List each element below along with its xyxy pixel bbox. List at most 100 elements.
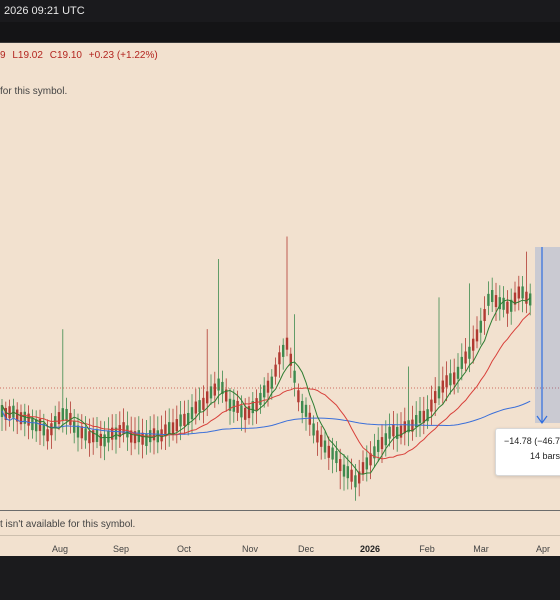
candle-body [38, 418, 42, 431]
toolbar-gap [0, 22, 560, 42]
candle-body [46, 429, 49, 442]
x-tick-nov: Nov [241, 544, 259, 554]
candle-body [365, 457, 368, 470]
candle-body [468, 346, 471, 359]
candle-body [4, 407, 7, 420]
ma-slow-line [1, 400, 531, 436]
candle-body [126, 425, 129, 438]
candle-body [202, 397, 205, 410]
candle-body [232, 399, 235, 412]
time-axis[interactable]: Aug Sep Oct Nov Dec 2026 Feb Mar Apr [0, 535, 560, 557]
candle-body [392, 424, 395, 437]
candle-body [426, 409, 429, 422]
candle-body [339, 459, 342, 472]
x-tick-sep: Sep [112, 544, 130, 554]
candle-body [445, 375, 448, 388]
indicator-unavailable-message: t isn't available for this symbol. [0, 519, 136, 530]
candle-body [171, 422, 175, 435]
candle-body [141, 432, 144, 445]
candle-body [529, 293, 532, 306]
candle-body [517, 286, 520, 299]
candle-body [441, 380, 444, 393]
candle-body [521, 286, 524, 299]
candle-body [103, 434, 106, 447]
candle-body [316, 430, 319, 443]
candle-body [50, 423, 53, 436]
candle-body [491, 290, 494, 303]
candle-body [251, 401, 254, 414]
candle-body [354, 475, 357, 488]
candle-body [456, 366, 460, 379]
candle-body [247, 406, 251, 419]
pane-divider[interactable] [0, 510, 560, 511]
candle-body [384, 433, 387, 446]
candle-body [460, 356, 463, 369]
candle-body [92, 430, 95, 443]
candle-body [111, 427, 114, 440]
candle-body [437, 386, 441, 399]
candle-body [240, 405, 243, 418]
candle-body [206, 391, 209, 404]
candle-body [304, 404, 308, 417]
x-tick-oct: Oct [176, 544, 192, 554]
candle-body [259, 392, 262, 405]
candle-body [422, 410, 425, 423]
legend-change: +0.23 (+1.22%) [88, 50, 158, 61]
candle-body [118, 425, 121, 438]
candle-body [213, 383, 216, 396]
measure-zone [535, 247, 560, 423]
candle-body [122, 422, 125, 435]
candle-body [65, 408, 68, 421]
candle-body [236, 400, 239, 413]
candle-body [350, 469, 353, 482]
candle-body [494, 295, 498, 308]
candle-body [358, 471, 361, 484]
candle-body [73, 420, 76, 433]
candle-body [54, 416, 57, 429]
chart-pane[interactable] [0, 42, 560, 557]
candle-body [23, 411, 26, 424]
measure-tooltip: −14.78 (−46.7 14 bars [495, 428, 560, 476]
candlesticks [0, 236, 532, 501]
candle-body [373, 446, 376, 459]
candle-body [130, 430, 133, 443]
x-tick-2026: 2026 [359, 544, 381, 554]
candle-body [487, 293, 490, 306]
candle-body [301, 400, 304, 413]
candle-body [42, 423, 45, 436]
price-plot[interactable] [0, 42, 560, 535]
candle-body [411, 419, 414, 432]
x-tick-dec: Dec [297, 544, 315, 554]
candle-body [510, 299, 513, 312]
candle-body [179, 414, 182, 427]
candle-body [133, 431, 137, 444]
candle-body [346, 466, 349, 479]
measure-bars: 14 bars [530, 451, 560, 461]
candle-body [225, 389, 228, 402]
x-tick-feb: Feb [419, 544, 435, 554]
candle-body [114, 427, 118, 440]
candle-body [228, 398, 232, 411]
candle-body [194, 401, 197, 414]
x-tick-aug: Aug [51, 544, 69, 554]
candle-body [69, 412, 72, 425]
candle-body [190, 407, 194, 420]
candle-body [331, 447, 334, 460]
candle-body [377, 439, 380, 452]
candle-body [35, 419, 38, 432]
candle-body [483, 309, 486, 322]
candle-body [289, 353, 292, 366]
candle-body [175, 419, 178, 432]
candle-body [274, 364, 277, 377]
candle-body [464, 351, 467, 364]
candle-body [472, 338, 475, 351]
candle-body [399, 425, 403, 438]
candle-body [513, 292, 517, 305]
candle-body [449, 373, 452, 386]
candle-body [244, 407, 247, 420]
bottom-bar [0, 556, 560, 600]
candle-body [327, 445, 330, 458]
candle-body [479, 320, 482, 333]
legend-close: C19.10 [49, 50, 82, 61]
header-datetime: 2026 09:21 UTC [4, 5, 85, 17]
